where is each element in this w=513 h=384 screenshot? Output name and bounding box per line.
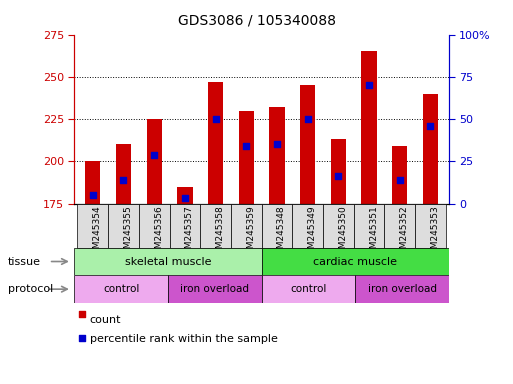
Bar [169,204,200,248]
Bar [147,119,162,204]
Bar [262,248,449,275]
Text: control: control [290,284,327,294]
Bar [262,204,292,248]
Bar [331,139,346,204]
Bar [384,204,415,248]
Bar [355,275,449,303]
Bar [262,275,355,303]
Bar [361,51,377,204]
Point [89,192,97,198]
Text: GSM245353: GSM245353 [430,206,440,260]
Text: GSM245351: GSM245351 [369,206,378,260]
Point [150,151,159,157]
Text: GSM245356: GSM245356 [154,206,163,260]
Text: GSM245348: GSM245348 [277,206,286,260]
Text: GSM245354: GSM245354 [93,206,102,260]
Point [304,116,312,122]
Point [365,82,373,88]
Bar [208,82,223,204]
Text: GSM245355: GSM245355 [124,206,132,260]
Bar [423,94,438,204]
Text: GSM245350: GSM245350 [339,206,347,260]
Point [181,195,189,202]
Bar [74,275,168,303]
Text: GSM245357: GSM245357 [185,206,194,260]
Text: iron overload: iron overload [180,284,249,294]
Text: GSM245358: GSM245358 [215,206,225,260]
Bar [323,204,354,248]
Bar [74,248,262,275]
Bar [354,204,384,248]
Point [334,174,343,180]
Text: GDS3086 / 105340088: GDS3086 / 105340088 [177,13,336,27]
Bar [139,204,169,248]
Text: protocol: protocol [8,284,53,294]
Bar [177,187,192,204]
Text: control: control [103,284,140,294]
Text: GSM245349: GSM245349 [308,206,317,260]
Point [426,123,435,129]
Bar [239,111,254,204]
Bar [300,85,315,204]
Text: skeletal muscle: skeletal muscle [125,257,211,266]
Text: GSM245359: GSM245359 [246,206,255,260]
Text: percentile rank within the sample: percentile rank within the sample [90,334,278,344]
Text: cardiac muscle: cardiac muscle [313,257,397,266]
Point [211,116,220,122]
Text: GSM245352: GSM245352 [400,206,409,260]
Bar [77,204,108,248]
Point [78,334,86,341]
Bar [116,144,131,204]
Point [78,311,86,318]
Bar [108,204,139,248]
Text: count: count [90,315,121,325]
Bar [231,204,262,248]
Bar [200,204,231,248]
Bar [292,204,323,248]
Bar [392,146,407,204]
Bar [415,204,446,248]
Point [120,177,128,183]
Text: tissue: tissue [8,257,41,266]
Point [273,141,281,147]
Point [396,177,404,183]
Bar [85,161,101,204]
Text: iron overload: iron overload [367,284,437,294]
Bar [168,275,262,303]
Bar [269,107,285,204]
Point [242,143,250,149]
